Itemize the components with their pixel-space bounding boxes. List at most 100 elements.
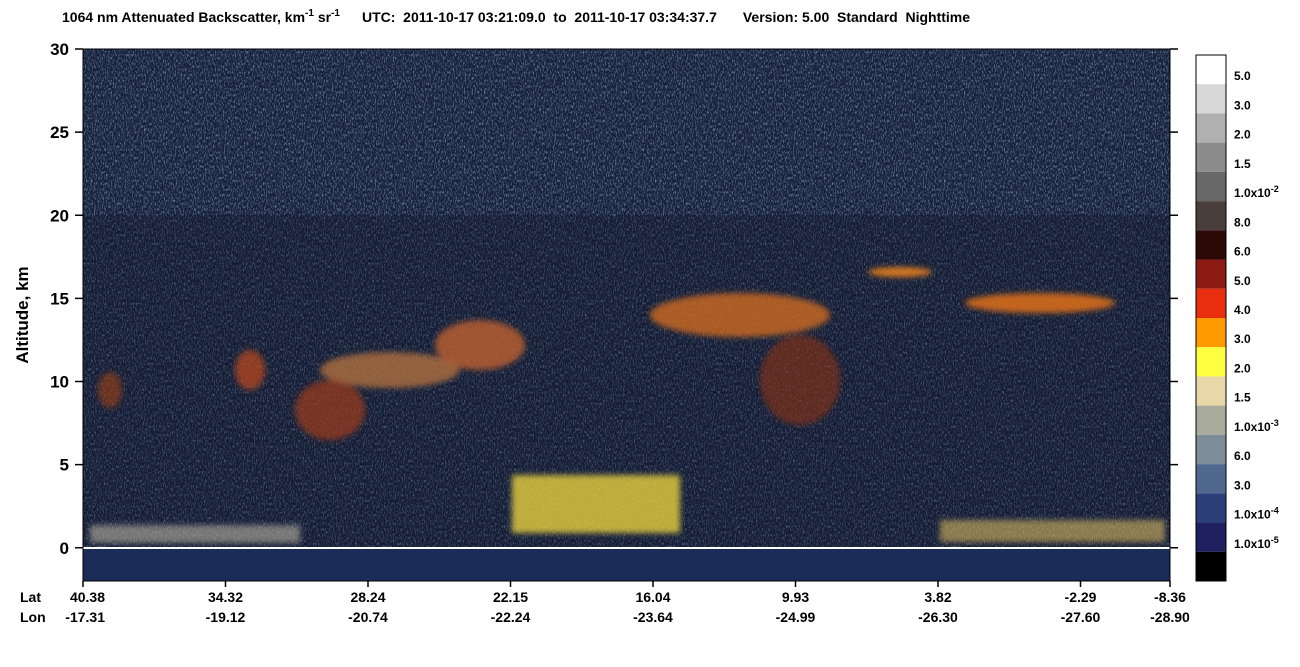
colorbar-swatch [1196, 230, 1226, 260]
cloud [98, 372, 122, 408]
colorbar-label-text: 3.0 [1234, 332, 1251, 346]
cloud [760, 335, 840, 425]
colorbar-label-exp: -5 [1271, 535, 1279, 545]
colorbar-swatch [1196, 171, 1226, 202]
colorbar-label: 1.5 [1234, 391, 1251, 405]
colorbar-label-text: 3.0 [1234, 478, 1251, 492]
y-tick-label: 5 [60, 456, 69, 475]
colorbar-label: 2.0 [1234, 128, 1251, 142]
colorbar-swatch [1196, 376, 1226, 406]
lon-label: -23.64 [633, 609, 673, 625]
lon-label: -27.60 [1061, 609, 1101, 625]
colorbar-swatch [1196, 201, 1226, 231]
colorbar-frame [1195, 54, 1227, 582]
colorbar-label: 3.0 [1234, 478, 1251, 492]
colorbar-swatch [1196, 113, 1226, 143]
y-axis-label: Altitude, km [13, 266, 32, 363]
x-row-label: Lon [20, 609, 46, 625]
colorbar: 5.03.02.01.51.0x10-28.06.05.04.03.02.01.… [1195, 54, 1279, 582]
lon-label: -28.90 [1150, 609, 1190, 625]
colorbar-label: 1.0x10-4 [1234, 506, 1279, 522]
colorbar-label: 4.0 [1234, 303, 1251, 317]
title-exp: -1 [331, 8, 340, 19]
lat-label: -2.29 [1065, 589, 1097, 605]
colorbar-label-text: 5.0 [1234, 274, 1251, 288]
lat-label: 28.24 [350, 589, 385, 605]
colorbar-label-text: 6.0 [1234, 245, 1251, 259]
colorbar-label-text: 3.0 [1234, 98, 1251, 112]
lon-label: -24.99 [776, 609, 816, 625]
lon-label: -17.31 [65, 609, 105, 625]
colorbar-label: 1.0x10-3 [1234, 418, 1279, 434]
colorbar-label-text: 4.0 [1234, 303, 1251, 317]
colorbar-swatch [1196, 288, 1226, 318]
colorbar-swatch [1196, 347, 1226, 377]
colorbar-swatch [1196, 84, 1226, 114]
colorbar-swatch [1196, 259, 1226, 289]
colorbar-swatch [1196, 493, 1226, 523]
colorbar-label-text: 1.0x10 [1234, 537, 1271, 551]
lat-label: 40.38 [70, 589, 105, 605]
colorbar-label-text: 2.0 [1234, 361, 1251, 375]
aerosol-layer [90, 525, 300, 543]
lat-label: 16.04 [635, 589, 670, 605]
lon-label: -19.12 [206, 609, 246, 625]
colorbar-label: 1.0x10-2 [1234, 184, 1279, 200]
lat-label: -8.36 [1154, 589, 1186, 605]
colorbar-label: 5.0 [1234, 69, 1251, 83]
colorbar-label-exp: -2 [1271, 184, 1279, 194]
y-tick-label: 10 [50, 373, 69, 392]
cloud [235, 350, 265, 390]
lon-label: -20.74 [348, 609, 388, 625]
colorbar-label: 8.0 [1234, 215, 1251, 229]
colorbar-swatch [1196, 318, 1226, 348]
x-row-label: Lat [20, 589, 41, 605]
colorbar-label-text: 1.5 [1234, 391, 1251, 405]
colorbar-label: 3.0 [1234, 98, 1251, 112]
colorbar-swatch [1196, 522, 1226, 552]
y-tick-label: 30 [50, 40, 69, 59]
colorbar-label-text: 1.0x10 [1234, 186, 1271, 200]
title-text: sr [314, 9, 332, 25]
title-version: Version: 5.00 Standard Nighttime [743, 9, 970, 25]
colorbar-label-text: 5.0 [1234, 69, 1251, 83]
lon-label: -26.30 [918, 609, 958, 625]
y-tick-label: 25 [50, 123, 69, 142]
lat-label: 3.82 [924, 589, 951, 605]
colorbar-label: 6.0 [1234, 449, 1251, 463]
y-tick-label: 15 [50, 289, 69, 308]
subsurface [83, 548, 1170, 581]
colorbar-label: 1.5 [1234, 157, 1251, 171]
colorbar-label-text: 1.5 [1234, 157, 1251, 171]
plot-frame [82, 48, 1171, 582]
plot-area [82, 48, 1171, 582]
colorbar-label-exp: -4 [1271, 506, 1279, 516]
lon-label: -22.24 [491, 609, 531, 625]
title-exp: -1 [305, 8, 314, 19]
colorbar-label: 5.0 [1234, 274, 1251, 288]
colorbar-label-text: 1.0x10 [1234, 508, 1271, 522]
colorbar-label-text: 1.0x10 [1234, 420, 1271, 434]
colorbar-swatch [1196, 405, 1226, 435]
colorbar-swatch [1196, 434, 1226, 465]
title-text: 1064 nm Attenuated Backscatter, km [62, 9, 305, 25]
colorbar-swatch [1196, 464, 1226, 494]
colorbar-label-text: 8.0 [1234, 215, 1251, 229]
cloud [965, 293, 1115, 313]
lat-label: 9.93 [782, 589, 809, 605]
y-tick-label: 20 [50, 206, 69, 225]
cloud [320, 352, 460, 388]
lat-label: 34.32 [208, 589, 243, 605]
colorbar-swatch [1196, 551, 1226, 581]
cloud [435, 320, 525, 370]
colorbar-label: 3.0 [1234, 332, 1251, 346]
aerosol-layer [940, 520, 1165, 542]
cloud [868, 267, 932, 277]
colorbar-label: 2.0 [1234, 361, 1251, 375]
colorbar-swatch [1196, 142, 1226, 172]
colorbar-swatch [1196, 55, 1226, 85]
title-time: UTC: 2011-10-17 03:21:09.0 to 2011-10-17… [362, 9, 717, 25]
chart-title: 1064 nm Attenuated Backscatter, km-1 sr-… [62, 8, 970, 25]
y-tick-label: 0 [60, 539, 69, 558]
